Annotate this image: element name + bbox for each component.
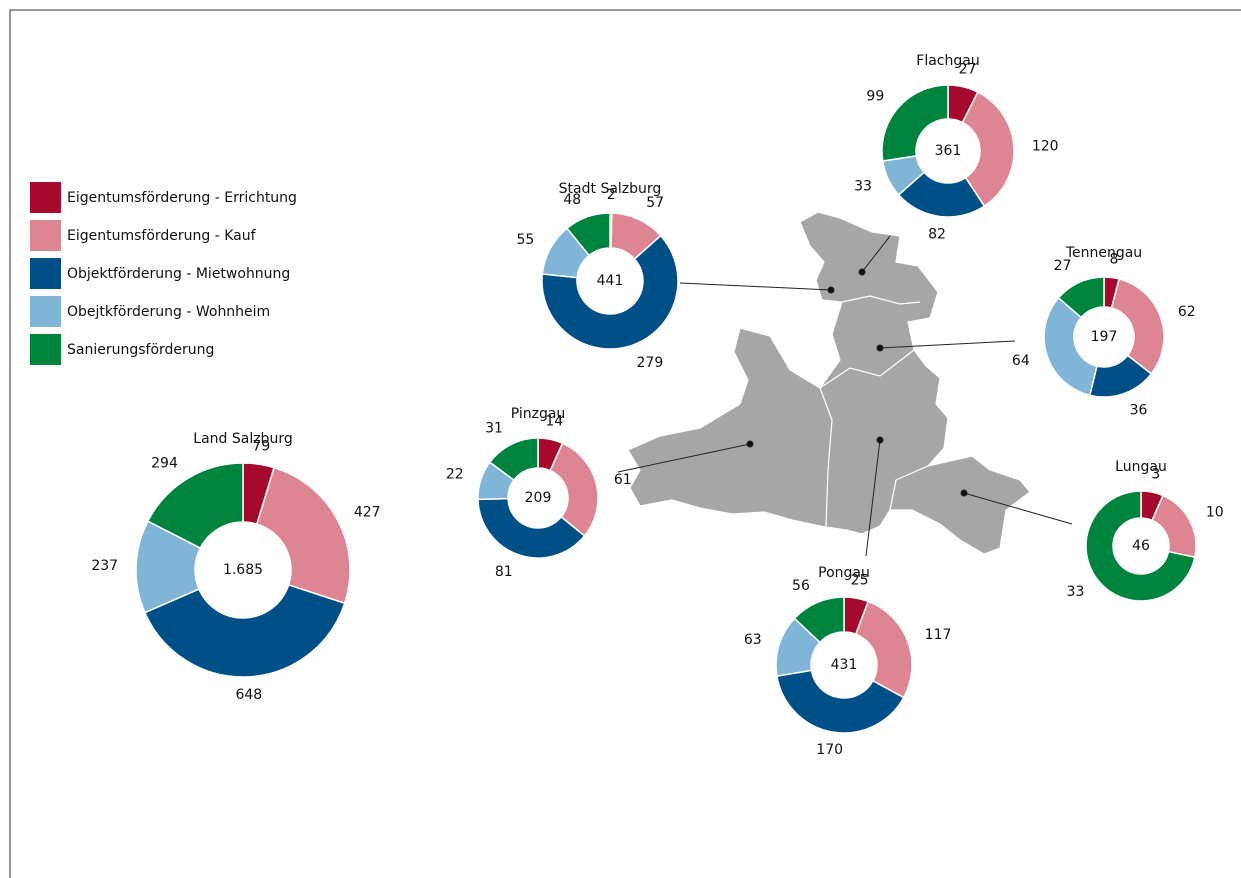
donut-segment: [146, 462, 244, 550]
data-label: 170: [816, 742, 843, 758]
chart-title: Land Salzburg: [193, 431, 292, 447]
data-label: 31: [485, 420, 503, 436]
data-label: 2: [607, 187, 616, 203]
data-label: 294: [151, 455, 178, 471]
data-label: 63: [744, 632, 762, 648]
donut-segment: [1110, 278, 1165, 375]
data-label: 14: [545, 414, 563, 430]
data-label: 10: [1206, 504, 1224, 520]
donut-segment: [477, 497, 586, 559]
map: [627, 211, 1031, 555]
donut-total: 441: [597, 273, 624, 289]
data-label: 279: [637, 355, 664, 371]
donut-segment: [793, 596, 845, 644]
data-label: 237: [91, 558, 118, 574]
legend-label: Sanierungsförderung: [67, 342, 214, 358]
data-label: 33: [1067, 584, 1085, 600]
donut-segment: [854, 600, 913, 699]
data-label: 3: [1151, 467, 1160, 483]
legend-label: Eigentumsförderung - Errichtung: [67, 190, 297, 206]
donut-segment: [143, 583, 346, 678]
legend-label: Obejtkförderung - Wohnheim: [67, 304, 270, 320]
data-label: 117: [925, 627, 952, 643]
data-label: 648: [235, 687, 262, 703]
data-label: 25: [851, 572, 869, 588]
data-label: 79: [252, 438, 270, 454]
data-label: 27: [1054, 258, 1072, 274]
data-label: 22: [446, 466, 464, 482]
legend-swatch: [30, 182, 61, 213]
donut-segment: [776, 669, 905, 734]
chart-title: Tennengau: [1065, 245, 1142, 261]
donut-segment: [1043, 296, 1098, 397]
data-label: 57: [646, 195, 664, 211]
donut-total: 431: [831, 657, 858, 673]
donut-total: 209: [525, 490, 552, 506]
donut-total: 1.685: [223, 562, 263, 578]
data-label: 27: [959, 61, 977, 77]
data-label: 55: [516, 232, 534, 248]
data-label: 8: [1109, 252, 1118, 268]
chart-title: Pongau: [818, 565, 870, 581]
legend-label: Objektförderung - Mietwohnung: [67, 266, 290, 282]
data-label: 36: [1130, 403, 1148, 419]
donut-segment: [961, 91, 1015, 208]
donut-total: 197: [1091, 329, 1118, 345]
data-label: 81: [495, 564, 513, 580]
data-label: 427: [354, 504, 381, 520]
frame: [9, 9, 1241, 878]
leader-lines: [617, 235, 1073, 557]
donut-segment: [541, 234, 679, 350]
donut-segment: [1151, 494, 1197, 559]
data-label: 33: [854, 179, 872, 195]
data-label: 61: [614, 472, 632, 488]
donut-segment: [1085, 490, 1196, 602]
donut-segment: [1057, 276, 1105, 319]
donut-segment: [565, 212, 611, 257]
chart-title: Pinzgau: [511, 406, 566, 422]
donut-segment: [256, 466, 351, 605]
donut-total: 361: [935, 143, 962, 159]
data-label: 62: [1178, 304, 1196, 320]
donut-segment: [881, 84, 949, 162]
donut-segment: [488, 437, 539, 482]
data-label: 48: [563, 192, 581, 208]
data-label: 64: [1012, 353, 1030, 369]
legend-swatch: [30, 220, 61, 251]
data-label: 99: [866, 88, 884, 104]
donut-total: 46: [1132, 538, 1150, 554]
donut-segment: [549, 442, 599, 537]
legend-swatch: [30, 258, 61, 289]
data-label: 82: [928, 226, 946, 242]
data-label: 56: [792, 578, 810, 594]
chart-title: Stadt Salzburg: [559, 181, 662, 197]
data-label: 120: [1032, 138, 1059, 154]
legend-label: Eigentumsförderung - Kauf: [67, 228, 257, 244]
chart-title: Flachgau: [916, 53, 979, 69]
legend-swatch: [30, 296, 61, 327]
legend-swatch: [30, 334, 61, 365]
chart-title: Lungau: [1115, 459, 1167, 475]
